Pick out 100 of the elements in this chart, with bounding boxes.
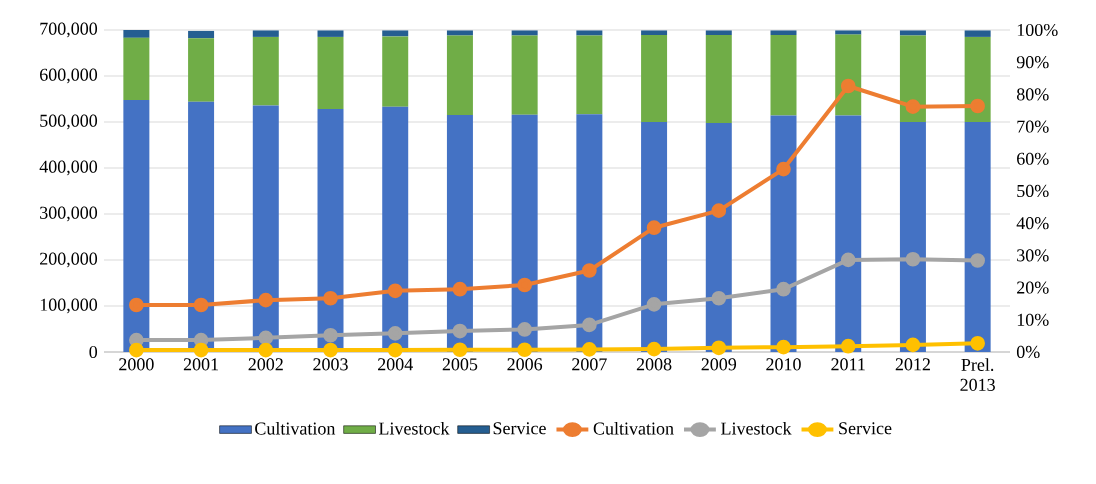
point — [387, 342, 403, 358]
point — [323, 290, 338, 306]
y-tick-label: 0 — [89, 345, 98, 359]
point — [452, 342, 468, 358]
y2-tick-label: 80% — [1016, 88, 1049, 101]
point — [193, 297, 209, 313]
bar — [964, 122, 991, 352]
point — [323, 327, 338, 343]
point — [258, 330, 274, 346]
point — [452, 323, 468, 339]
bar — [446, 30, 473, 36]
x-tick-label: 2007 — [572, 358, 607, 371]
point — [840, 252, 856, 268]
bar — [252, 36, 279, 106]
x-tick-label: 2010 — [766, 358, 801, 371]
x-tick-label: 2009 — [701, 358, 737, 371]
point — [193, 342, 209, 358]
point — [323, 342, 338, 358]
bar — [835, 30, 862, 35]
point — [387, 283, 403, 299]
bar — [511, 35, 538, 115]
x-tick-label: Prel. 2013 — [960, 358, 995, 391]
x-tick-label: 2004 — [378, 358, 413, 371]
point — [452, 281, 468, 297]
point — [517, 277, 532, 293]
y2-tick-label: 60% — [1017, 152, 1049, 165]
point — [517, 322, 532, 337]
bar — [123, 30, 150, 38]
point — [970, 98, 985, 114]
y2-tick-label: 40% — [1016, 217, 1049, 230]
y-tick-label: 700,000 — [40, 22, 98, 38]
bar — [382, 30, 409, 37]
y-tick-label: 300,000 — [40, 206, 98, 222]
bar — [511, 30, 538, 36]
bar — [317, 36, 344, 110]
y-tick-label: 600,000 — [40, 68, 98, 84]
point — [582, 317, 597, 333]
x-tick-label: 2002 — [248, 358, 283, 371]
y2-tick-label: 10% — [1017, 313, 1049, 326]
point — [905, 251, 921, 267]
bar — [123, 37, 150, 100]
bar — [576, 30, 603, 36]
legend-label: Service — [493, 422, 546, 435]
bar — [576, 35, 603, 115]
point — [646, 297, 662, 312]
x-tick-label: 2008 — [636, 358, 672, 371]
legend-label: Livestock — [721, 421, 792, 435]
x-tick-label: 2012 — [895, 358, 930, 371]
y-tick-label: 400,000 — [39, 160, 98, 176]
bar — [899, 122, 926, 352]
bar — [317, 30, 344, 37]
x-tick-label: 2011 — [831, 358, 865, 371]
bar — [770, 30, 797, 36]
point — [582, 263, 597, 278]
x-tick-label: 2005 — [442, 358, 478, 371]
point — [711, 290, 727, 306]
point — [711, 340, 727, 356]
bar — [641, 35, 668, 122]
point — [646, 341, 662, 357]
y2-tick-label: 20% — [1017, 281, 1049, 294]
point — [970, 335, 985, 351]
x-tick-label: 2003 — [313, 358, 348, 371]
point — [646, 220, 662, 236]
x-tick-label: 2001 — [183, 358, 218, 371]
point — [711, 203, 727, 218]
bar — [446, 35, 473, 116]
point — [776, 161, 791, 177]
point — [258, 292, 274, 308]
bar — [705, 30, 732, 36]
point — [129, 297, 144, 313]
point — [258, 342, 274, 358]
bar — [252, 30, 279, 37]
point — [129, 342, 144, 358]
y2-tick-label: 50% — [1017, 184, 1049, 198]
bar — [188, 30, 215, 39]
point — [776, 339, 791, 355]
x-tick-label: 2000 — [119, 358, 154, 371]
y2-tick-label: 90% — [1016, 56, 1049, 69]
bar — [641, 30, 668, 36]
point — [517, 342, 532, 358]
legend-label: Service — [839, 422, 892, 435]
y-tick-label: 200,000 — [40, 252, 98, 268]
point — [970, 253, 985, 268]
bar — [835, 115, 862, 352]
y2-tick-label: 0% — [1016, 345, 1040, 359]
bar — [382, 36, 409, 107]
y-tick-label: 100,000 — [40, 298, 98, 314]
x-tick-label: 2006 — [507, 358, 543, 371]
bar — [770, 35, 797, 116]
bar — [899, 30, 926, 36]
point — [387, 325, 403, 341]
point — [840, 78, 856, 94]
point — [582, 342, 597, 357]
bar — [123, 99, 150, 352]
point — [840, 338, 856, 354]
legend-label: Cultivation — [593, 421, 674, 435]
y2-tick-label: 70% — [1017, 120, 1049, 133]
point — [905, 337, 921, 353]
point — [776, 281, 791, 297]
bar — [964, 30, 991, 37]
